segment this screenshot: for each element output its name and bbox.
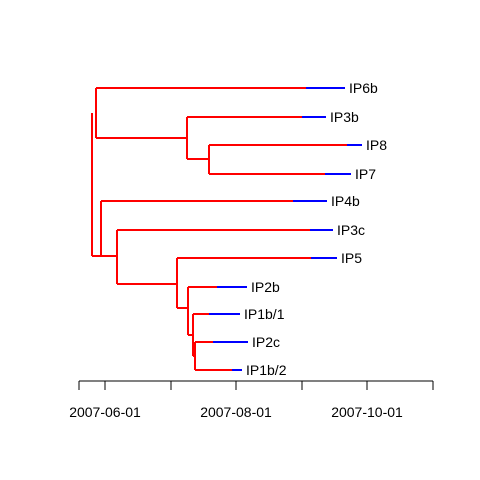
tip-label: IP7	[355, 166, 376, 182]
tip-label: IP3c	[337, 222, 365, 238]
tip-label: IP2c	[252, 334, 280, 350]
axis-tick-label: 2007-08-01	[200, 404, 272, 420]
axis-tick-label: 2007-10-01	[331, 404, 403, 420]
tip-label: IP6b	[349, 80, 378, 96]
tip-label: IP8	[366, 137, 387, 153]
tree-branches	[91, 87, 362, 371]
tip-label: IP1b/1	[244, 306, 285, 322]
tip-labels: IP6b IP3b IP8 IP7 IP4b IP3c IP5 IP2b IP1…	[244, 80, 387, 378]
axis-tick-label: 2007-06-01	[69, 404, 141, 420]
tip-label: IP4b	[331, 193, 360, 209]
tip-label: IP5	[341, 250, 362, 266]
time-axis: 2007-06-01 2007-08-01 2007-10-01	[69, 380, 434, 420]
tip-label: IP3b	[330, 109, 359, 125]
tip-label: IP1b/2	[246, 362, 287, 378]
tip-label: IP2b	[251, 279, 280, 295]
